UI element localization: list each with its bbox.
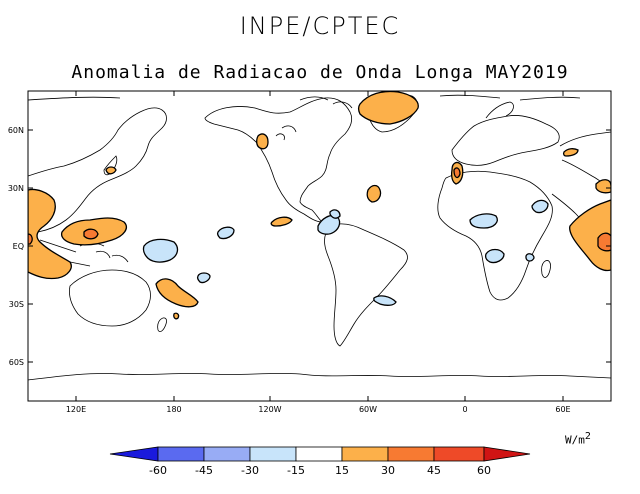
anomaly-positive-small-south-pacific bbox=[173, 312, 180, 320]
legend-label-30: 30 bbox=[381, 464, 395, 477]
anomaly-positive-japan-sea bbox=[105, 166, 117, 175]
anomaly-negative-east-africa bbox=[531, 199, 549, 214]
legend-swatch-lt-60 bbox=[109, 446, 159, 462]
anomaly-negative-central-pacific bbox=[142, 238, 179, 263]
lon-label-120w: 120W bbox=[258, 405, 281, 414]
legend-swatch-60-45 bbox=[157, 446, 205, 462]
legend-label-neg15: -15 bbox=[287, 464, 305, 477]
legend-label-neg60: -60 bbox=[149, 464, 167, 477]
lon-label-60e: 60E bbox=[555, 405, 570, 414]
anomaly-strong-west-africa-core bbox=[453, 167, 461, 179]
map-area bbox=[28, 91, 611, 401]
lat-label-60n: 60N bbox=[8, 126, 24, 135]
lon-label-60w: 60W bbox=[359, 405, 377, 414]
legend-label-60: 60 bbox=[477, 464, 491, 477]
coastline-australia bbox=[69, 269, 151, 327]
legend-swatch-30-15 bbox=[249, 446, 297, 462]
legend-label-neg30: -30 bbox=[241, 464, 259, 477]
org-title: INPE/CPTEC bbox=[239, 12, 401, 40]
coastline-antarctica bbox=[28, 373, 611, 381]
anomaly-strong-indian-core bbox=[597, 232, 611, 252]
coastline-arctic bbox=[28, 94, 581, 101]
units-base: W/m bbox=[565, 433, 585, 447]
units-exponent: 2 bbox=[584, 431, 591, 442]
color-legend bbox=[109, 446, 531, 462]
legend-label-neg45: -45 bbox=[195, 464, 213, 477]
legend-swatch-30-45 bbox=[387, 446, 435, 462]
anomaly-negative-east-coast-africa bbox=[525, 253, 535, 262]
anomaly-negative-pacific-small-1 bbox=[216, 226, 235, 240]
anomaly-positive-east-europe bbox=[562, 148, 579, 157]
lat-label-30s: 30S bbox=[9, 300, 24, 309]
legend-swatch-15-15 bbox=[295, 446, 343, 462]
coastline-europe bbox=[451, 115, 560, 166]
coastline-south-america bbox=[324, 223, 408, 347]
coastlines bbox=[28, 93, 611, 381]
lon-label-0: 0 bbox=[462, 405, 467, 414]
lat-ticks bbox=[28, 129, 611, 363]
anomaly-strong-philippine-core bbox=[83, 228, 99, 240]
legend-swatch-45-30 bbox=[203, 446, 251, 462]
anomaly-positive-south-pacific bbox=[155, 278, 199, 308]
map-title: Anomalia de Radiacao de Onda Longa MAY20… bbox=[71, 62, 569, 83]
lon-ticks bbox=[75, 91, 564, 401]
legend-swatch-15-30 bbox=[341, 446, 389, 462]
coastline-asia-east bbox=[28, 107, 167, 235]
anomaly-negative-west-africa bbox=[469, 213, 498, 229]
coastline-scandinavia bbox=[485, 101, 514, 119]
legend-label-15: 15 bbox=[335, 464, 349, 477]
legend-swatch-gt-60 bbox=[483, 446, 531, 462]
lat-label-eq: EQ bbox=[13, 242, 24, 251]
coastline-new-zealand bbox=[157, 317, 167, 332]
anomaly-positive-greenland bbox=[357, 91, 419, 125]
units-label: W/m2 bbox=[565, 431, 591, 447]
anomaly-negative-south-atlantic bbox=[373, 295, 397, 306]
anomaly-contours bbox=[28, 91, 611, 320]
anomaly-negative-pacific-small-2 bbox=[196, 272, 211, 284]
anomaly-positive-north-america bbox=[256, 133, 269, 150]
anomaly-strong-west-pacific-core bbox=[28, 233, 33, 245]
coastline-africa bbox=[437, 170, 553, 301]
anomaly-negative-caribbean bbox=[329, 209, 341, 219]
anomaly-positive-indian-ocean-north bbox=[595, 179, 611, 194]
anomaly-positive-east-pacific bbox=[270, 216, 293, 227]
coastline-madagascar bbox=[541, 260, 551, 278]
lon-label-120e: 120E bbox=[66, 405, 86, 414]
lat-label-30n: 30N bbox=[8, 184, 24, 193]
coastline-canada-islands bbox=[275, 96, 353, 141]
anomaly-negative-central-africa bbox=[484, 248, 505, 264]
legend-swatch-45-60 bbox=[433, 446, 485, 462]
lat-label-60s: 60S bbox=[9, 358, 24, 367]
anomaly-positive-west-pacific bbox=[28, 188, 72, 280]
coastline-japan bbox=[103, 155, 118, 176]
anomaly-positive-indian-ocean bbox=[568, 199, 611, 272]
lon-label-180: 180 bbox=[166, 405, 181, 414]
coastline-north-america bbox=[204, 97, 353, 223]
anomaly-positive-north-atlantic bbox=[366, 184, 382, 203]
anomaly-negative-central-america bbox=[317, 214, 341, 235]
legend-label-45: 45 bbox=[427, 464, 441, 477]
